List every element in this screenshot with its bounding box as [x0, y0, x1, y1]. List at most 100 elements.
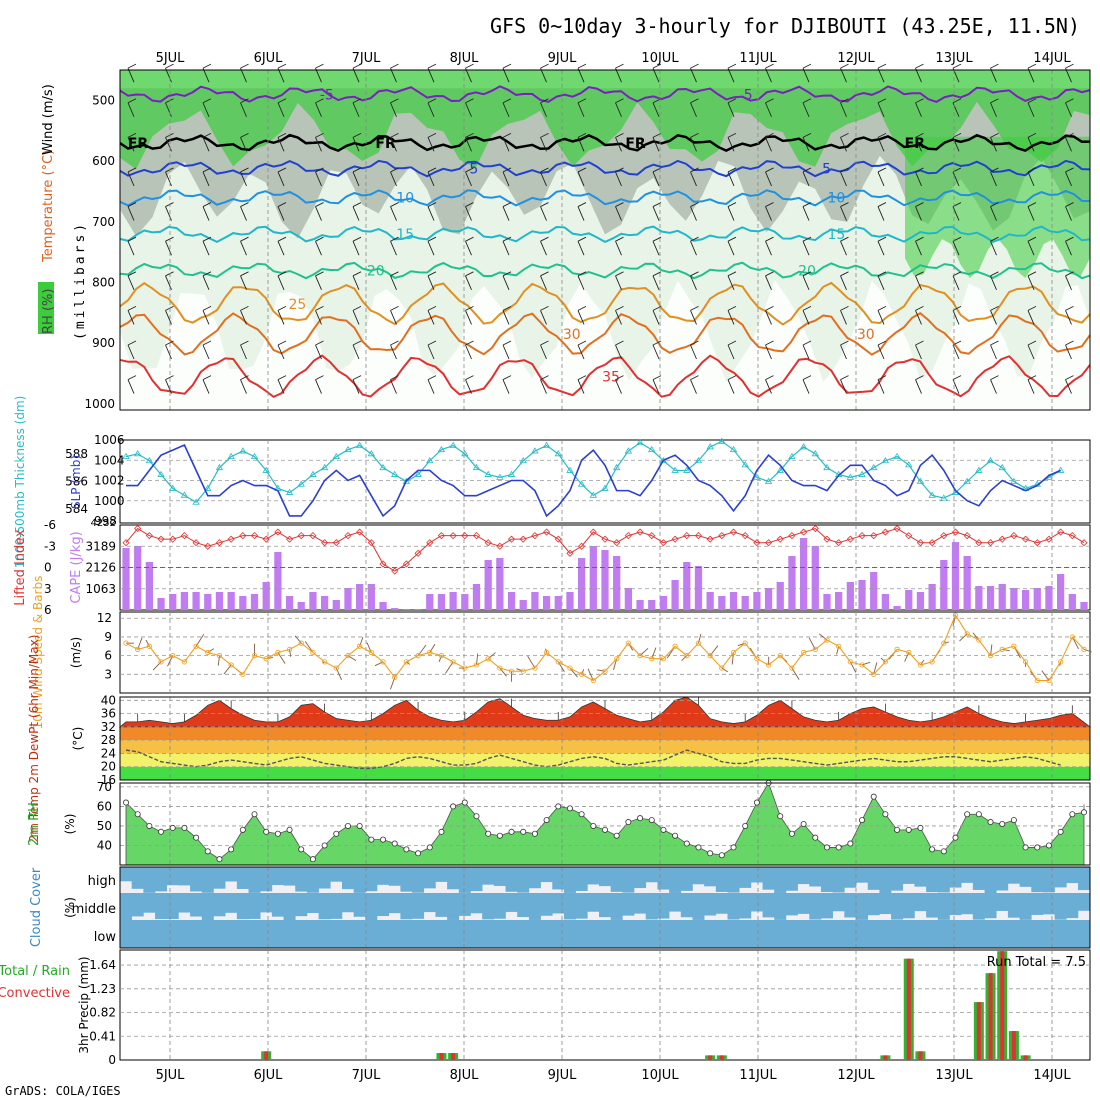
wind-barb-flag: [877, 340, 887, 346]
cloud-cell: [400, 920, 413, 948]
wind-barb: [127, 102, 135, 117]
cloud-cell: [1007, 867, 1020, 884]
cape-bar: [776, 582, 784, 610]
wind-barb-flag: [765, 132, 774, 138]
wind-barb-flag: [202, 340, 212, 346]
cloud-cell: [610, 920, 623, 948]
wind-barb-flag: [427, 167, 437, 173]
cloud-cell: [178, 920, 191, 948]
wind-barb: [690, 310, 697, 325]
cape-bar: [554, 596, 562, 610]
wind-tick-label: 3: [104, 667, 112, 681]
cape-bar: [1045, 586, 1053, 610]
rh2m-point: [555, 803, 562, 810]
rh2m-point: [648, 817, 655, 824]
cloud-cell: [1078, 893, 1090, 911]
wind-barb: [352, 275, 360, 290]
li-point: [472, 532, 481, 540]
wind-barb-flag: [690, 202, 699, 207]
li-point: [800, 528, 808, 536]
cloud-cell: [458, 867, 471, 893]
wind-barb-flag: [240, 98, 249, 104]
wind-barb: [1065, 171, 1072, 187]
upper-air-labels: RH (%) Temperature (°C) Wind (m/s) (mill…: [38, 84, 88, 340]
cloud-cell: [622, 867, 635, 893]
wind-barb-flag: [127, 375, 137, 381]
thickness-point: [811, 450, 819, 457]
dry-lower-layer: [120, 280, 1090, 410]
wind-barb-flag: [690, 305, 699, 311]
cloud-cell: [236, 893, 249, 920]
rh2m-tick-label: 40: [97, 838, 112, 852]
wind-barb: [652, 206, 660, 221]
cloud-cell: [458, 920, 471, 948]
wind-barb: [277, 344, 285, 360]
rh2m-units-label: (%): [63, 814, 77, 835]
surface-wind-barb: [145, 639, 150, 647]
li-point: [706, 535, 714, 543]
cloud-cell: [972, 893, 985, 920]
wind-barb-flag: [352, 305, 362, 311]
cape-bar: [601, 550, 609, 610]
wind-barb: [877, 241, 885, 256]
li-point: [122, 539, 130, 547]
wind-speed-point: [859, 662, 865, 668]
wind-barb-flag: [390, 305, 399, 311]
wind-speed-point: [847, 659, 853, 665]
wind-barb-flag: [315, 305, 324, 311]
wind-barb-flag: [427, 202, 437, 207]
rh2m-point: [940, 848, 947, 855]
li-point: [449, 532, 457, 540]
cloud-cell: [1019, 867, 1032, 887]
cloud-cell: [809, 893, 822, 920]
cloud-cell: [248, 893, 261, 919]
thickness-point: [648, 445, 656, 453]
wind-speed-point: [660, 656, 667, 662]
thickness-point: [122, 452, 130, 459]
thickness-point: [823, 463, 831, 471]
li-point: [671, 535, 679, 543]
li-point: [519, 535, 527, 543]
wind-barb: [952, 171, 960, 187]
precip-convective-bar: [883, 1055, 888, 1060]
wind-barb-flag: [127, 63, 137, 69]
wind-barb: [240, 344, 247, 360]
wind-barb-flag: [1065, 167, 1074, 173]
cloud-cell: [213, 867, 226, 889]
wind-barb-flag: [727, 63, 737, 69]
cloud-cell: [225, 867, 238, 882]
wind-barb: [765, 206, 772, 221]
pressure-tick-label: 1000: [84, 397, 115, 411]
wind-speed-point: [508, 668, 515, 674]
wind-speed-point: [193, 643, 199, 649]
wind-speed-point: [777, 653, 783, 659]
li-point: [379, 560, 387, 568]
cloud-cell: [1078, 867, 1090, 891]
wind-barb-flag: [615, 63, 624, 69]
wind-barb: [727, 275, 735, 290]
cloud-cell: [271, 893, 284, 917]
wind-barb-flag: [690, 375, 699, 381]
cloud-cell: [715, 867, 728, 892]
wind-barb: [277, 241, 285, 256]
lifted-index-line: [125, 527, 1085, 572]
wind-barb-flag: [915, 63, 924, 69]
cloud-cell: [1066, 920, 1079, 948]
thickness-point: [332, 452, 340, 459]
wind-barb: [577, 310, 585, 325]
wind-barb-flag: [277, 305, 287, 311]
wind-speed-point: [614, 656, 620, 662]
wind-speed-point: [403, 659, 409, 665]
wind-barb-flag: [765, 340, 774, 346]
wind-speed-point: [275, 649, 281, 656]
wind-barb-flag: [502, 305, 512, 311]
li-point: [239, 532, 247, 540]
rh2m-point: [426, 844, 433, 851]
wind-barb-flag: [915, 167, 924, 173]
wind-barb-flag: [127, 202, 137, 207]
cloud-cell: [271, 920, 284, 948]
rh2m-point: [286, 826, 293, 833]
wind-speed-point: [123, 640, 129, 646]
cloud-cell: [610, 867, 623, 892]
wind-barb-flag: [840, 340, 849, 346]
